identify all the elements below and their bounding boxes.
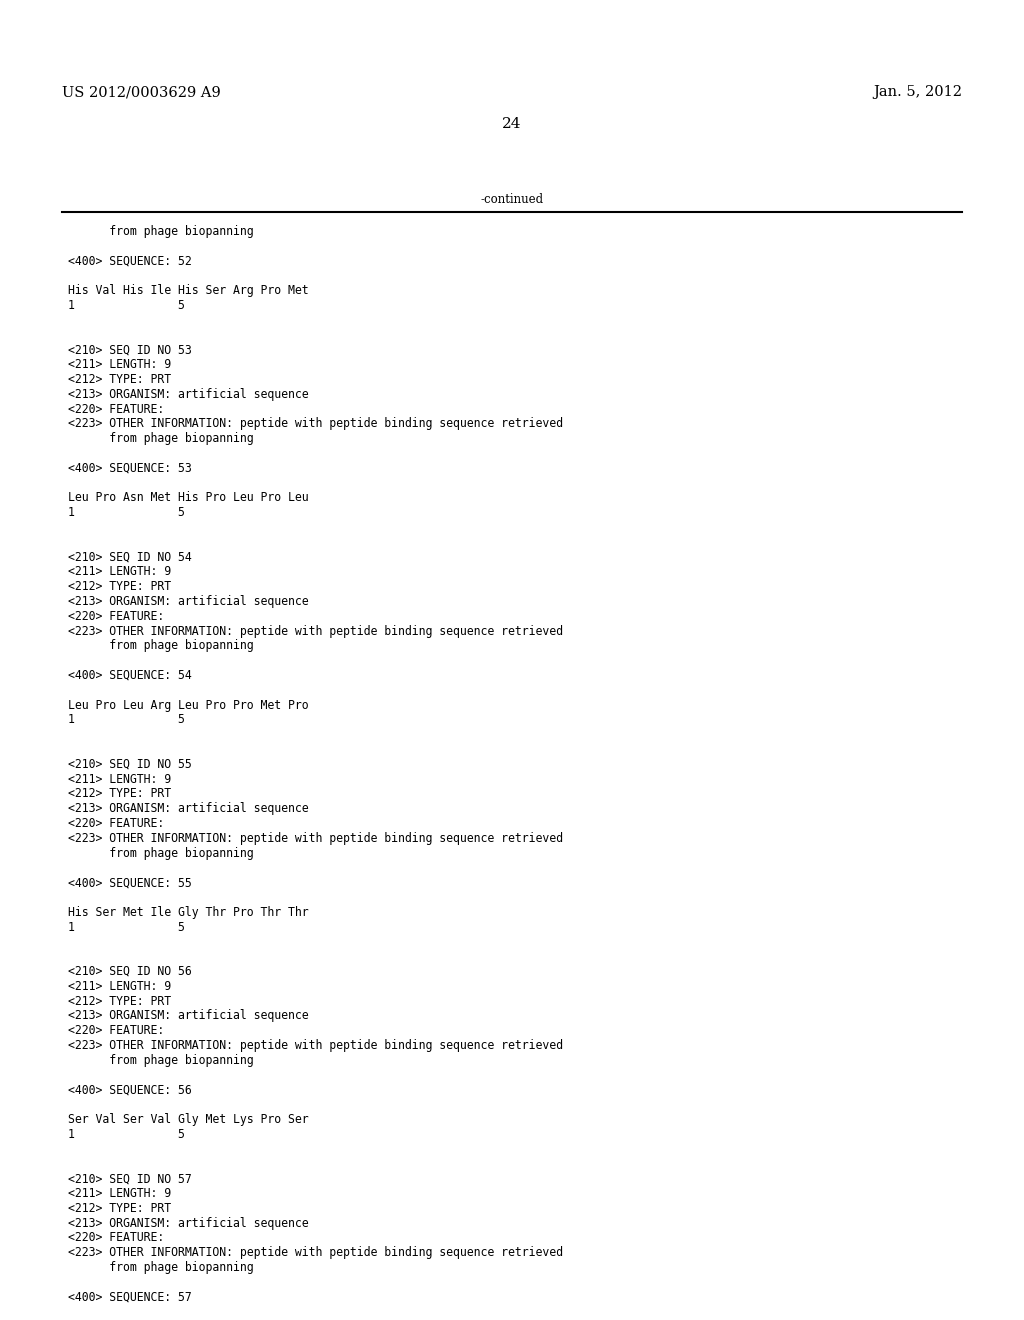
Text: <210> SEQ ID NO 53: <210> SEQ ID NO 53 — [68, 343, 191, 356]
Text: <400> SEQUENCE: 54: <400> SEQUENCE: 54 — [68, 669, 191, 682]
Text: <223> OTHER INFORMATION: peptide with peptide binding sequence retrieved: <223> OTHER INFORMATION: peptide with pe… — [68, 624, 563, 638]
Text: His Val His Ile His Ser Arg Pro Met: His Val His Ile His Ser Arg Pro Met — [68, 284, 308, 297]
Text: Leu Pro Asn Met His Pro Leu Pro Leu: Leu Pro Asn Met His Pro Leu Pro Leu — [68, 491, 308, 504]
Text: <213> ORGANISM: artificial sequence: <213> ORGANISM: artificial sequence — [68, 388, 308, 401]
Text: <211> LENGTH: 9: <211> LENGTH: 9 — [68, 1187, 171, 1200]
Text: <400> SEQUENCE: 57: <400> SEQUENCE: 57 — [68, 1291, 191, 1304]
Text: from phage biopanning: from phage biopanning — [68, 1053, 254, 1067]
Text: <213> ORGANISM: artificial sequence: <213> ORGANISM: artificial sequence — [68, 1010, 308, 1023]
Text: <210> SEQ ID NO 54: <210> SEQ ID NO 54 — [68, 550, 191, 564]
Text: from phage biopanning: from phage biopanning — [68, 1261, 254, 1274]
Text: -continued: -continued — [480, 193, 544, 206]
Text: <223> OTHER INFORMATION: peptide with peptide binding sequence retrieved: <223> OTHER INFORMATION: peptide with pe… — [68, 1039, 563, 1052]
Text: from phage biopanning: from phage biopanning — [68, 224, 254, 238]
Text: <210> SEQ ID NO 55: <210> SEQ ID NO 55 — [68, 758, 191, 771]
Text: <211> LENGTH: 9: <211> LENGTH: 9 — [68, 772, 171, 785]
Text: from phage biopanning: from phage biopanning — [68, 639, 254, 652]
Text: US 2012/0003629 A9: US 2012/0003629 A9 — [62, 84, 221, 99]
Text: <223> OTHER INFORMATION: peptide with peptide binding sequence retrieved: <223> OTHER INFORMATION: peptide with pe… — [68, 832, 563, 845]
Text: 1               5: 1 5 — [68, 920, 185, 933]
Text: Ser Val Ser Val Gly Met Lys Pro Ser: Ser Val Ser Val Gly Met Lys Pro Ser — [68, 1113, 308, 1126]
Text: <211> LENGTH: 9: <211> LENGTH: 9 — [68, 979, 171, 993]
Text: 1               5: 1 5 — [68, 1127, 185, 1140]
Text: <220> FEATURE:: <220> FEATURE: — [68, 610, 164, 623]
Text: <212> TYPE: PRT: <212> TYPE: PRT — [68, 374, 171, 385]
Text: <400> SEQUENCE: 52: <400> SEQUENCE: 52 — [68, 255, 191, 268]
Text: <210> SEQ ID NO 56: <210> SEQ ID NO 56 — [68, 965, 191, 978]
Text: <213> ORGANISM: artificial sequence: <213> ORGANISM: artificial sequence — [68, 595, 308, 609]
Text: 1               5: 1 5 — [68, 506, 185, 519]
Text: <210> SEQ ID NO 57: <210> SEQ ID NO 57 — [68, 1172, 191, 1185]
Text: <220> FEATURE:: <220> FEATURE: — [68, 817, 164, 830]
Text: 1               5: 1 5 — [68, 300, 185, 312]
Text: <220> FEATURE:: <220> FEATURE: — [68, 1232, 164, 1245]
Text: from phage biopanning: from phage biopanning — [68, 432, 254, 445]
Text: <213> ORGANISM: artificial sequence: <213> ORGANISM: artificial sequence — [68, 1217, 308, 1230]
Text: <223> OTHER INFORMATION: peptide with peptide binding sequence retrieved: <223> OTHER INFORMATION: peptide with pe… — [68, 417, 563, 430]
Text: <400> SEQUENCE: 53: <400> SEQUENCE: 53 — [68, 462, 191, 475]
Text: <223> OTHER INFORMATION: peptide with peptide binding sequence retrieved: <223> OTHER INFORMATION: peptide with pe… — [68, 1246, 563, 1259]
Text: <211> LENGTH: 9: <211> LENGTH: 9 — [68, 358, 171, 371]
Text: <400> SEQUENCE: 56: <400> SEQUENCE: 56 — [68, 1084, 191, 1097]
Text: <220> FEATURE:: <220> FEATURE: — [68, 1024, 164, 1038]
Text: Jan. 5, 2012: Jan. 5, 2012 — [873, 84, 962, 99]
Text: <211> LENGTH: 9: <211> LENGTH: 9 — [68, 565, 171, 578]
Text: 24: 24 — [502, 117, 522, 131]
Text: <212> TYPE: PRT: <212> TYPE: PRT — [68, 1201, 171, 1214]
Text: <400> SEQUENCE: 55: <400> SEQUENCE: 55 — [68, 876, 191, 890]
Text: <220> FEATURE:: <220> FEATURE: — [68, 403, 164, 416]
Text: <212> TYPE: PRT: <212> TYPE: PRT — [68, 788, 171, 800]
Text: 1               5: 1 5 — [68, 713, 185, 726]
Text: His Ser Met Ile Gly Thr Pro Thr Thr: His Ser Met Ile Gly Thr Pro Thr Thr — [68, 906, 308, 919]
Text: <213> ORGANISM: artificial sequence: <213> ORGANISM: artificial sequence — [68, 803, 308, 816]
Text: from phage biopanning: from phage biopanning — [68, 846, 254, 859]
Text: Leu Pro Leu Arg Leu Pro Pro Met Pro: Leu Pro Leu Arg Leu Pro Pro Met Pro — [68, 698, 308, 711]
Text: <212> TYPE: PRT: <212> TYPE: PRT — [68, 581, 171, 593]
Text: <212> TYPE: PRT: <212> TYPE: PRT — [68, 994, 171, 1007]
